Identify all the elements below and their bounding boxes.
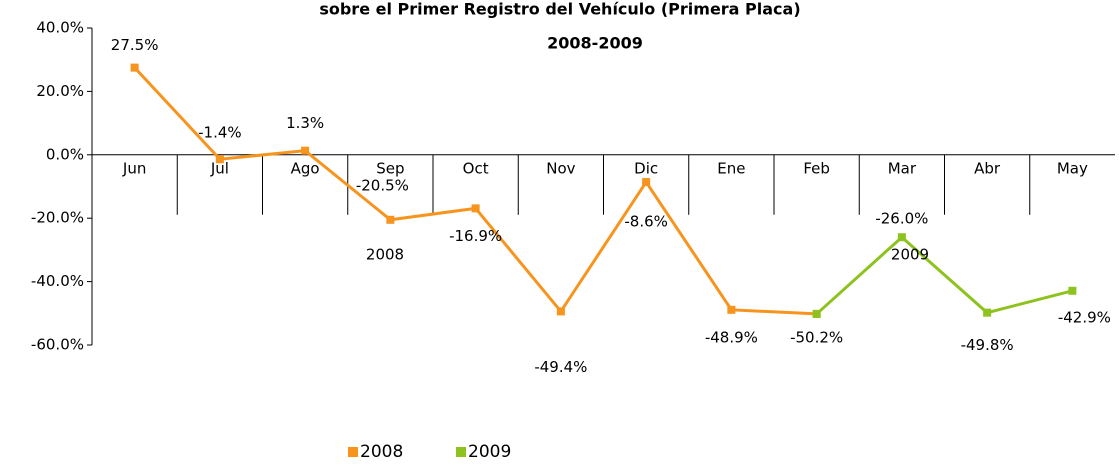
x-tick-label: Feb [803,159,830,177]
data-label: -8.6% [624,213,668,231]
y-tick-label: -60.0% [31,336,84,354]
x-tick-label: Mar [888,159,917,177]
legend-label: 2008 [360,442,403,462]
data-label: -48.9% [705,328,758,346]
point-marker [983,308,992,317]
point-marker [812,309,821,318]
point-marker [471,204,480,213]
x-tick-label: Jul [210,159,229,177]
data-label: -49.8% [961,336,1014,354]
x-tick-label: Oct [463,159,489,177]
data-label: -1.4% [198,124,242,142]
legend-label: 2009 [468,442,511,462]
point-marker [556,307,565,316]
x-tick-label: May [1057,159,1088,177]
data-label: -49.4% [534,358,587,376]
x-tick-label: Abr [974,159,1001,177]
y-tick-label: 20.0% [36,82,84,100]
legend-swatch [348,447,358,457]
x-tick-label: Jun [122,159,146,177]
data-label: -42.9% [1058,308,1111,326]
data-label: 27.5% [111,36,159,54]
point-marker [301,146,310,155]
annotation: 2009 [891,246,929,264]
legend-swatch [456,447,466,457]
point-marker [130,63,139,72]
point-marker [642,178,651,187]
x-tick-label: Dic [634,159,658,177]
point-marker [386,215,395,224]
y-tick-label: 40.0% [36,19,84,37]
y-tick-label: -20.0% [31,209,84,227]
y-tick-label: -40.0% [31,272,84,290]
series-line [815,235,1073,316]
data-label: -20.5% [356,176,409,194]
point-marker [727,305,736,314]
x-tick-label: Sep [376,159,404,177]
point-marker [897,233,906,242]
x-tick-label: Ago [291,159,320,177]
data-label: -50.2% [790,328,843,346]
data-label: -16.9% [449,227,502,245]
annotation: 2008 [366,246,404,264]
chart-subtitle: 2008-2009 [547,34,643,53]
x-tick-label: Ene [717,159,745,177]
data-label: -26.0% [875,210,928,228]
series-line [133,66,817,316]
data-label: 1.3% [286,114,324,132]
chart-title: sobre el Primer Registro del Vehículo (P… [319,0,800,19]
x-tick-label: Nov [546,159,575,177]
point-marker [1068,286,1077,295]
point-marker [215,155,224,164]
y-tick-label: 0.0% [46,145,84,163]
